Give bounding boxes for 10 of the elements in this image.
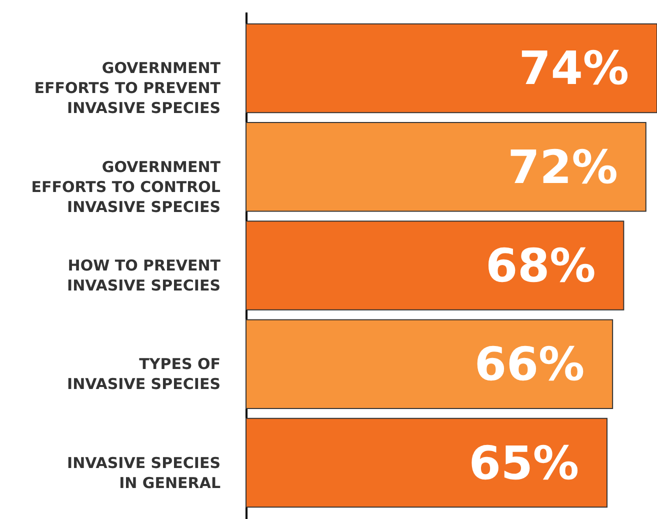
y-tick-label: HOW TO PREVENT INVASIVE SPECIES (67, 256, 222, 294)
data-label: 66% (474, 337, 585, 392)
y-tick-label: GOVERNMENT EFFORTS TO PREVENT INVASIVE SPECIES (34, 59, 222, 118)
data-label: 74% (518, 41, 629, 96)
data-label: 65% (468, 436, 580, 490)
y-tick-label: GOVERNMENT EFFORTS TO CONTROL INVASIVE SPECIES (31, 158, 222, 216)
data-label: 68% (486, 238, 596, 292)
y-tick-label: TYPES OF INVASIVE SPECIES (67, 355, 220, 394)
y-tick-label: INVASIVE SPECIES IN GENERAL (67, 454, 221, 492)
data-label: 72% (508, 140, 618, 194)
